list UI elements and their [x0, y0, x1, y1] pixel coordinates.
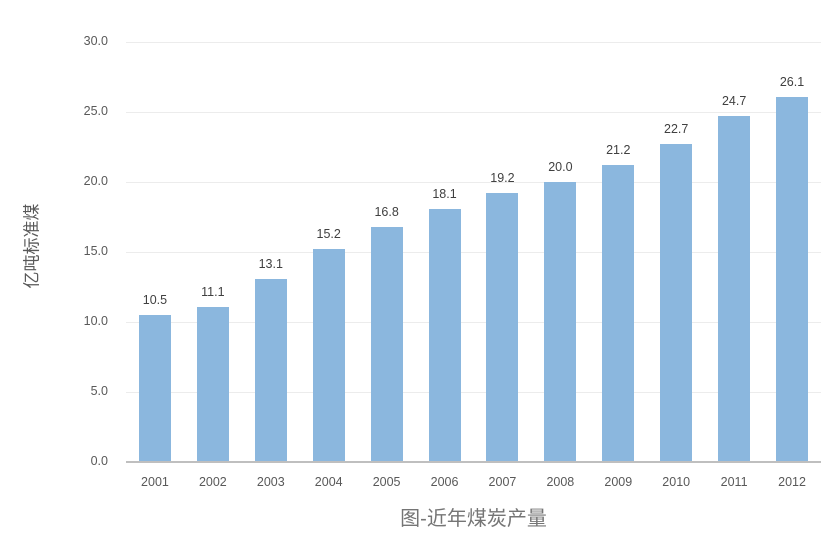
value-label: 21.2 [606, 143, 631, 158]
value-label: 11.1 [201, 284, 225, 299]
x-tick-label: 2011 [720, 475, 748, 489]
bar-2006 [428, 208, 461, 462]
bar-2003 [254, 278, 287, 462]
x-tick-label: 2003 [256, 475, 285, 489]
value-label: 26.1 [779, 74, 805, 89]
x-tick-label: 2008 [546, 475, 575, 489]
bar-2012 [776, 96, 809, 462]
gridline [126, 252, 821, 253]
gridline [126, 322, 821, 323]
x-tick-label: 2009 [604, 475, 633, 489]
value-label: 24.7 [721, 94, 747, 109]
x-tick-label: 2012 [778, 475, 806, 489]
y-tick-label: 25.0 [83, 104, 108, 118]
y-tick-label: 0.0 [90, 454, 108, 468]
bar-2002 [196, 306, 229, 462]
y-tick-label: 20.0 [83, 174, 108, 188]
gridline [126, 42, 821, 43]
bar-2004 [312, 249, 345, 462]
value-label: 15.2 [316, 227, 341, 242]
gridline [126, 392, 821, 393]
bar-2010 [660, 144, 693, 462]
value-label: 16.8 [374, 204, 399, 219]
x-tick-label: 2005 [372, 475, 401, 489]
bar-2007 [486, 193, 519, 462]
bar-2011 [718, 116, 751, 462]
value-label: 20.0 [548, 160, 573, 174]
plot-area [126, 42, 821, 463]
bar-2005 [370, 226, 403, 462]
x-tick-label: 2001 [141, 475, 169, 489]
gridline [126, 112, 821, 113]
bar-2001 [138, 315, 171, 462]
chart-title: 图-近年煤炭产量 [400, 508, 547, 530]
x-axis-line [126, 461, 821, 463]
y-tick-label: 30.0 [83, 34, 108, 48]
bar-2008 [544, 182, 577, 462]
x-tick-label: 2004 [314, 475, 343, 489]
y-tick-label: 10.0 [83, 314, 108, 328]
x-tick-label: 2010 [662, 475, 691, 489]
value-label: 22.7 [664, 122, 689, 137]
x-tick-label: 2007 [488, 475, 517, 489]
y-tick-label: 15.0 [83, 244, 108, 258]
x-tick-label: 2006 [430, 475, 459, 489]
value-label: 13.1 [258, 256, 283, 271]
bar-2009 [602, 165, 635, 462]
x-tick-label: 2002 [198, 475, 227, 489]
gridline [126, 182, 821, 183]
value-label: 19.2 [490, 171, 515, 186]
value-label: 18.1 [432, 186, 457, 201]
value-label: 10.5 [142, 293, 168, 307]
y-tick-label: 5.0 [90, 384, 108, 398]
